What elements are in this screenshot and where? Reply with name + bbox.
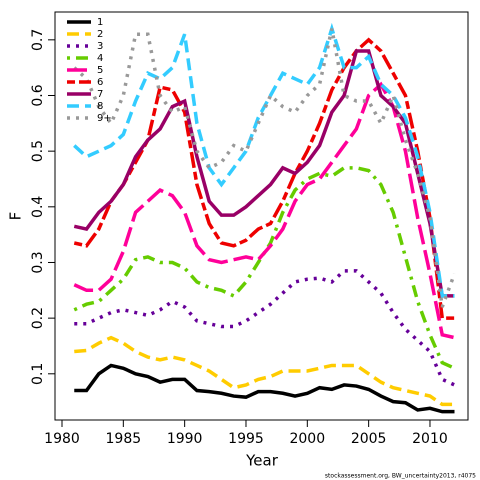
x-tick-label: 2000	[289, 431, 325, 447]
legend-label: 1	[97, 17, 103, 28]
series-line	[73, 28, 457, 308]
series-line	[73, 37, 455, 320]
y-tick-label: 0.6	[30, 84, 46, 106]
series-line	[73, 49, 455, 298]
legend-label: 4	[97, 53, 103, 64]
y-tick-label: 0.7	[30, 29, 46, 51]
series-line	[74, 363, 455, 414]
y-tick-label: 0.3	[30, 251, 46, 273]
x-tick-label: 1985	[106, 431, 142, 447]
x-tick-label: 2010	[412, 431, 448, 447]
legend-label: 7	[97, 89, 103, 100]
y-tick-label: 0.2	[30, 307, 46, 329]
legend-label: 5	[97, 65, 103, 76]
series-line	[74, 269, 456, 387]
y-tick-label: 0.1	[30, 363, 46, 385]
y-axis-label: F	[7, 212, 25, 221]
plot-frame	[54, 11, 469, 421]
y-tick-label: 0.4	[30, 196, 46, 218]
x-tick-label: 1995	[228, 431, 264, 447]
x-axis-label: Year	[245, 452, 279, 470]
x-tick-label: 2005	[351, 431, 387, 447]
legend-label: 3	[97, 41, 103, 52]
series-line	[74, 335, 455, 407]
legend-label: 2	[97, 29, 103, 40]
legend-label: 8	[97, 101, 103, 112]
y-tick-label: 0.5	[30, 140, 46, 162]
series-line	[73, 166, 456, 370]
legend-label: 6	[97, 77, 103, 88]
x-tick-label: 1990	[167, 431, 203, 447]
series-line	[73, 81, 455, 340]
x-tick-label: 1980	[44, 431, 80, 447]
legend-label: 9+	[97, 113, 112, 124]
footnote: stockassessment.org, BW_uncertainty2013,…	[325, 473, 476, 480]
